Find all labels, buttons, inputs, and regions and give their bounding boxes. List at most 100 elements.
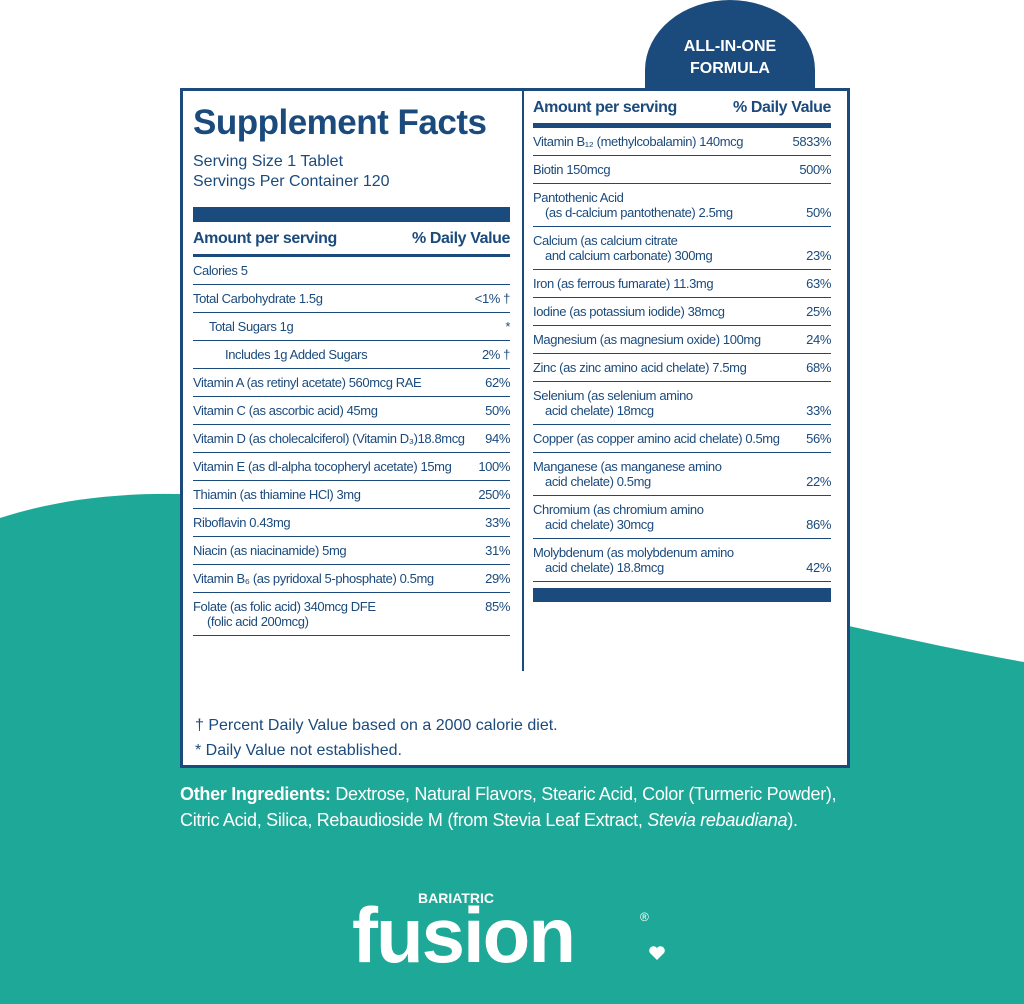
fact-row: Total Carbohydrate 1.5g <1% †	[193, 285, 510, 313]
nutrient-line: Chromium (as chromium amino	[533, 502, 704, 517]
nutrient: Vitamin B₁₂ (methylcobalamin) 140mcg	[533, 134, 744, 149]
daily-value: 50%	[485, 403, 510, 418]
daily-value: 33%	[806, 403, 831, 418]
fact-row: Selenium (as selenium amino acid chelate)…	[533, 382, 831, 425]
daily-value: 5833%	[792, 134, 832, 149]
nutrient: Calcium (as calcium citrate and calcium c…	[533, 233, 713, 263]
nutrient-line: acid chelate) 30mcg	[545, 517, 654, 532]
fact-row: Iodine (as potassium iodide) 38mcg 25%	[533, 298, 831, 326]
header-text: Amount per serving	[533, 99, 677, 116]
nutrient-line: Vitamin E (as dl-alpha tocopheryl acetat…	[193, 459, 452, 474]
fact-row: Magnesium (as magnesium oxide) 100mg 24%	[533, 326, 831, 354]
daily-value: 25%	[806, 304, 831, 319]
right-column: Amount per serving % Daily Value Vitamin …	[533, 99, 831, 602]
ingredients-text: Dextrose, Natural Flavors, Stearic Acid,…	[180, 784, 837, 830]
fact-row: Vitamin B₁₂ (methylcobalamin) 140mcg 5833…	[533, 128, 831, 156]
fact-row: Zinc (as zinc amino acid chelate) 7.5mg 6…	[533, 354, 831, 382]
daily-value: 100%	[478, 459, 510, 474]
left-header: Amount per serving % Daily Value	[193, 230, 510, 257]
footnotes: † Percent Daily Value based on a 2000 ca…	[195, 713, 558, 763]
nutrient: Biotin 150mcg	[533, 162, 611, 177]
rule	[193, 207, 510, 222]
daily-value: 42%	[806, 560, 831, 575]
daily-value: 2% †	[481, 347, 510, 362]
nutrient-line: Manganese (as manganese amino	[533, 459, 722, 474]
nutrient-line: and calcium carbonate) 300mg	[545, 248, 713, 263]
left-rows: Calories 5 Total Carbohydrate 1.5g <1% † To…	[193, 257, 510, 636]
daily-value: 63%	[806, 276, 831, 291]
header-text: % Daily Value	[733, 99, 831, 116]
daily-value: 500%	[799, 162, 831, 177]
logo-heart	[649, 946, 665, 960]
nutrient-line: Calcium (as calcium citrate	[533, 233, 678, 248]
serving-size: Serving Size 1 Tablet	[193, 153, 344, 170]
nutrient-line: Total Sugars 1g	[209, 319, 294, 334]
fact-row: Vitamin D (as cholecalciferol) (Vitamin …	[193, 425, 510, 453]
nutrient: Iodine (as potassium iodide) 38mcg	[533, 304, 725, 319]
daily-value: 23%	[806, 248, 831, 263]
nutrient: Zinc (as zinc amino acid chelate) 7.5mg	[533, 360, 747, 375]
daily-value: 29%	[485, 571, 510, 586]
left-column: Supplement Facts Serving Size 1 Tablet S…	[193, 103, 510, 636]
fact-row: Chromium (as chromium amino acid chelate)…	[533, 496, 831, 539]
fact-row: Copper (as copper amino acid chelate) 0.…	[533, 425, 831, 453]
nutrient: Pantothenic Acid (as d-calcium pantothena…	[533, 190, 733, 220]
header-text: Amount per serving	[193, 230, 337, 247]
daily-value: 33%	[485, 515, 510, 530]
nutrient-line: Vitamin D (as cholecalciferol) (Vitamin …	[193, 431, 465, 446]
ingredients-label: Other Ingredients:	[180, 784, 331, 804]
nutrient: Iron (as ferrous fumarate) 11.3mg	[533, 276, 714, 291]
fact-row: Riboflavin 0.43mg 33%	[193, 509, 510, 537]
fact-row: Vitamin E (as dl-alpha tocopheryl acetat…	[193, 453, 510, 481]
footnote: * Daily Value not established.	[195, 742, 402, 759]
nutrient: Vitamin A (as retinyl acetate) 560mcg RA…	[193, 375, 422, 390]
daily-value: 85%	[485, 599, 510, 614]
badge: ALL-IN-ONE FORMULA	[645, 36, 815, 80]
nutrient: Vitamin D (as cholecalciferol) (Vitamin …	[193, 431, 465, 446]
daily-value: <1% †	[474, 291, 511, 306]
nutrient-line: Iodine (as potassium iodide) 38mcg	[533, 304, 725, 319]
fact-row: Molybdenum (as molybdenum amino acid chel…	[533, 539, 831, 582]
daily-value: 24%	[806, 332, 831, 347]
nutrient-line: acid chelate) 0.5mg	[545, 474, 651, 489]
facts-panel: Supplement Facts Serving Size 1 Tablet S…	[180, 88, 850, 768]
nutrient: Folate (as folic acid) 340mcg DFE (folic …	[193, 599, 376, 629]
divider	[522, 91, 524, 671]
servings-per-container: Servings Per Container 120	[193, 173, 390, 190]
nutrient-line: Copper (as copper amino acid chelate) 0.…	[533, 431, 780, 446]
nutrient-line: Niacin (as niacinamide) 5mg	[193, 543, 347, 558]
nutrient-line: Iron (as ferrous fumarate) 11.3mg	[533, 276, 714, 291]
ingredients-italic: Stevia rebaudiana	[647, 810, 788, 830]
nutrient: Niacin (as niacinamide) 5mg	[193, 543, 347, 558]
daily-value: 62%	[485, 375, 510, 390]
nutrient-line: (as d-calcium pantothenate) 2.5mg	[545, 205, 733, 220]
logo-main: fusion	[352, 891, 576, 979]
ingredients-end: ).	[787, 810, 798, 830]
nutrient-line: Magnesium (as magnesium oxide) 100mg	[533, 332, 761, 347]
daily-value: 31%	[485, 543, 510, 558]
fact-row: Calcium (as calcium citrate and calcium c…	[533, 227, 831, 270]
nutrient-line: (folic acid 200mcg)	[207, 614, 309, 629]
nutrient: Manganese (as manganese amino acid chelat…	[533, 459, 722, 489]
fact-row: Vitamin C (as ascorbic acid) 45mg 50%	[193, 397, 510, 425]
fact-row: Iron (as ferrous fumarate) 11.3mg 63%	[533, 270, 831, 298]
fact-row: Pantothenic Acid (as d-calcium pantothena…	[533, 184, 831, 227]
nutrient: Molybdenum (as molybdenum amino acid chel…	[533, 545, 734, 575]
fact-row: Vitamin B₆ (as pyridoxal 5-phosphate) 0.…	[193, 565, 510, 593]
fact-row: Total Sugars 1g *	[193, 313, 510, 341]
nutrient-line: Folate (as folic acid) 340mcg DFE	[193, 599, 376, 614]
ingredients: Other Ingredients: Dextrose, Natural Fla…	[180, 781, 860, 833]
nutrient: Vitamin C (as ascorbic acid) 45mg	[193, 403, 378, 418]
fact-row: Calories 5	[193, 257, 510, 285]
daily-value: 50%	[806, 205, 831, 220]
nutrient-line: Thiamin (as thiamine HCl) 3mg	[193, 487, 361, 502]
nutrient: Riboflavin 0.43mg	[193, 515, 291, 530]
daily-value: 250%	[478, 487, 510, 502]
fact-row: Thiamin (as thiamine HCl) 3mg 250%	[193, 481, 510, 509]
daily-value: 68%	[806, 360, 831, 375]
fact-row: Includes 1g Added Sugars 2% †	[193, 341, 510, 369]
fact-row: Biotin 150mcg 500%	[533, 156, 831, 184]
nutrient: Vitamin E (as dl-alpha tocopheryl acetat…	[193, 459, 452, 474]
nutrient-line: Zinc (as zinc amino acid chelate) 7.5mg	[533, 360, 747, 375]
